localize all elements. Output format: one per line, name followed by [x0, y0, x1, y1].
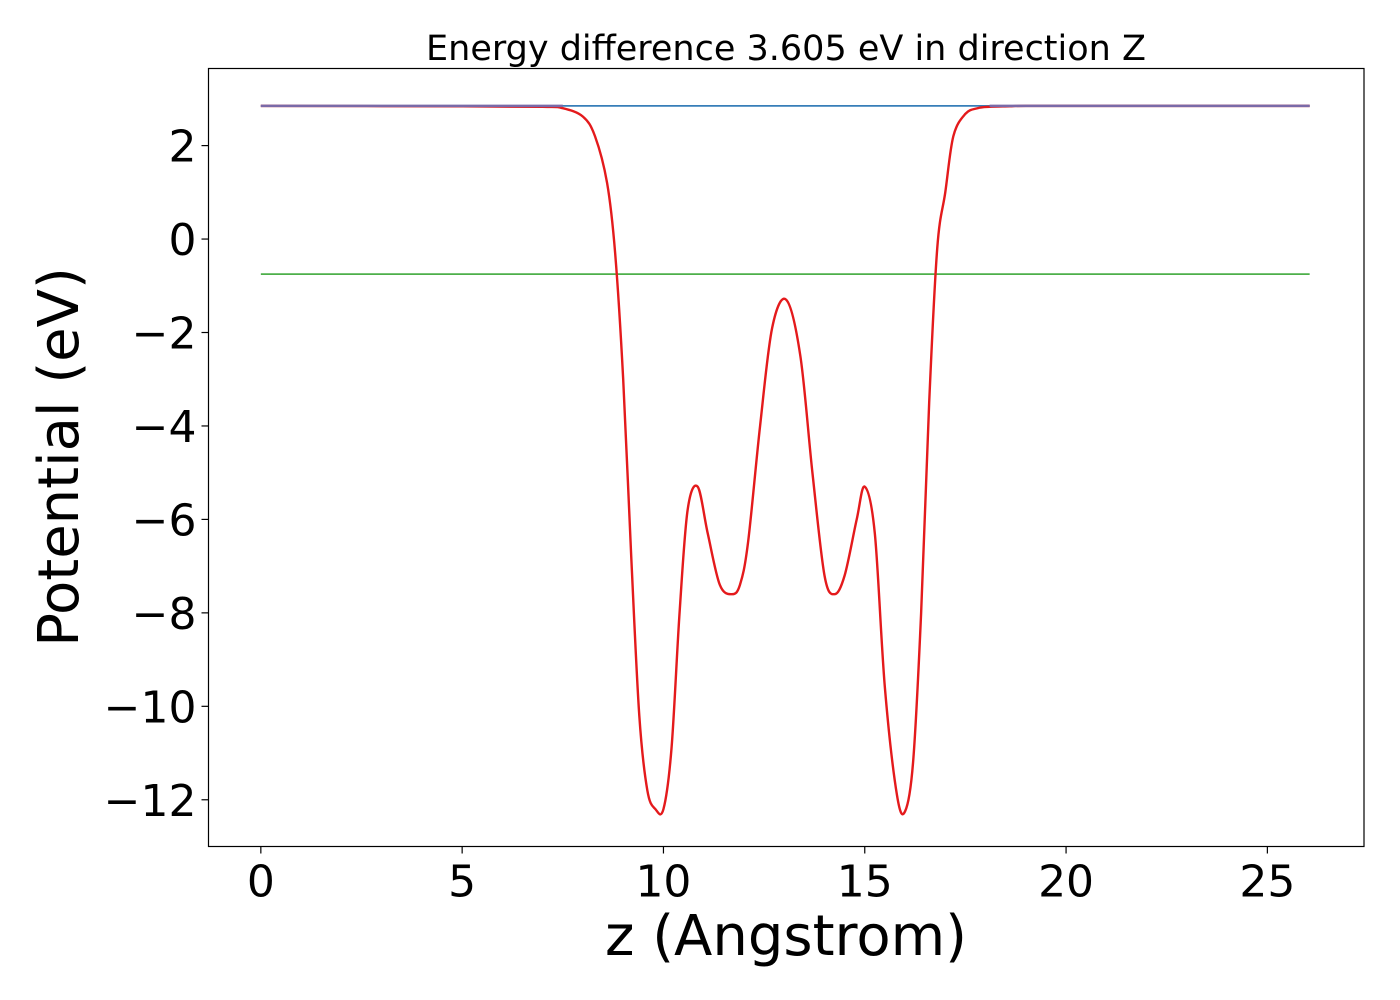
plot-area [260, 104, 1310, 816]
y-tick-label: −12 [104, 776, 197, 827]
y-tick-label: −2 [132, 309, 197, 360]
y-tick-label: −8 [132, 589, 197, 640]
x-tick-label: 25 [1239, 857, 1295, 908]
axes-frame [207, 67, 1365, 848]
x-tick-label: 15 [837, 857, 893, 908]
series-line-0 [260, 104, 1310, 816]
y-tick-label: −4 [132, 402, 197, 453]
x-axis-label: z (Angstrom) [605, 904, 967, 969]
y-tick-label: −10 [104, 682, 197, 733]
y-tick-label: −6 [132, 495, 197, 546]
y-axis: 2 0 −2 −4 −6 −8 −10 −12 [104, 122, 209, 827]
y-tick-label: 0 [169, 215, 197, 266]
x-tick-label: 10 [635, 857, 691, 908]
y-tick-label: 2 [169, 122, 197, 173]
x-axis: 0 5 10 15 20 25 [247, 846, 1295, 908]
x-tick-label: 20 [1038, 857, 1094, 908]
chart-title: Energy difference 3.605 eV in direction … [426, 29, 1146, 69]
y-axis-label: Potential (eV) [27, 267, 92, 647]
x-tick-label: 0 [247, 857, 275, 908]
x-tick-label: 5 [448, 857, 476, 908]
